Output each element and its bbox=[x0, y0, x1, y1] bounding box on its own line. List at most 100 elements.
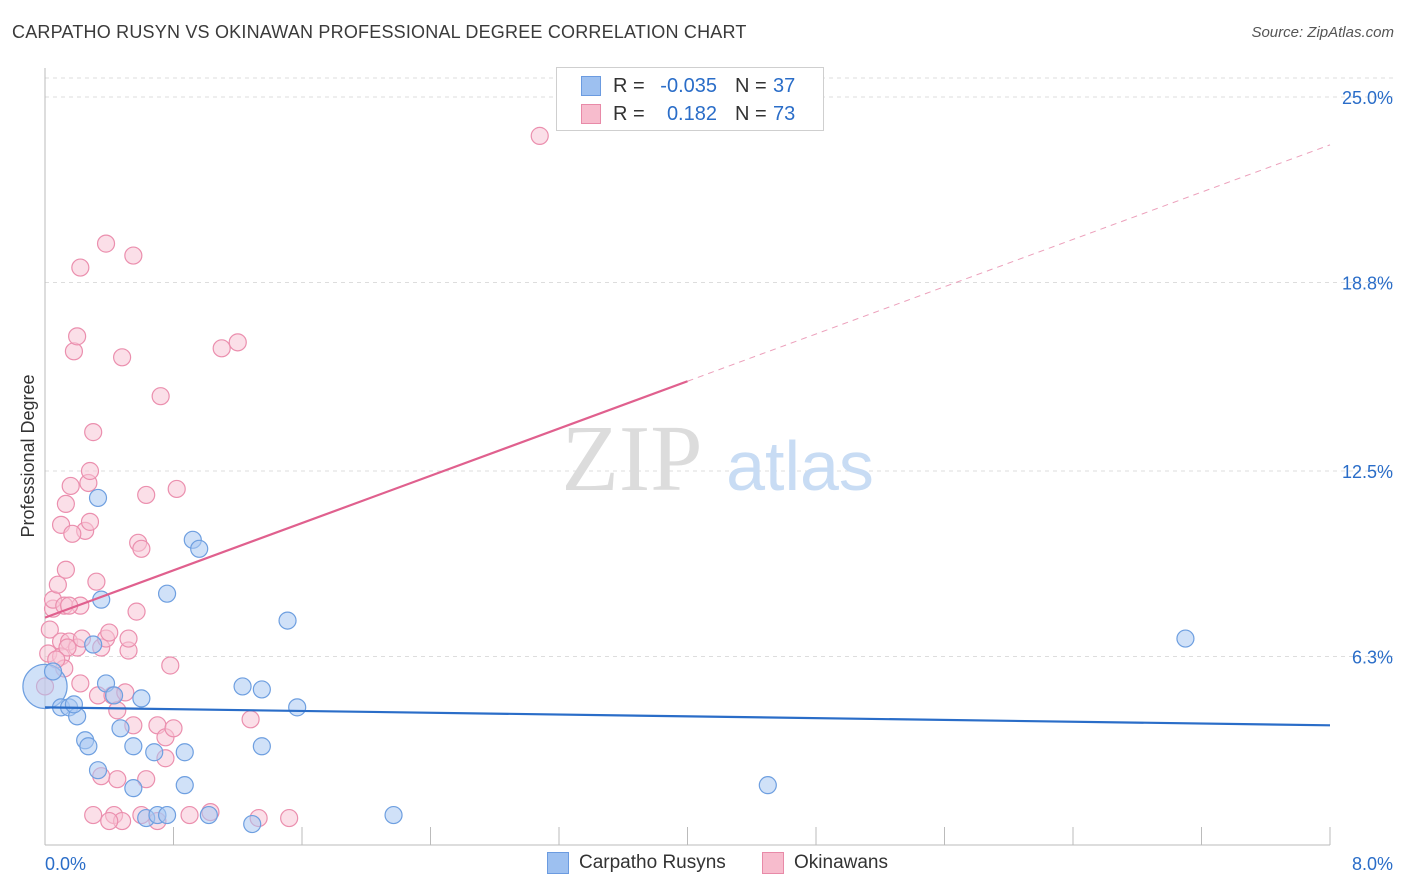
data-point-carpatho-rusyn bbox=[88, 488, 108, 508]
data-point-carpatho-rusyn bbox=[288, 698, 307, 717]
y-axis-label: Professional Degree bbox=[18, 374, 38, 537]
data-point-okinawan bbox=[137, 485, 156, 505]
data-point-carpatho-rusyn bbox=[79, 737, 98, 756]
data-point-okinawan bbox=[40, 620, 59, 639]
data-point-okinawan bbox=[100, 623, 119, 642]
data-point-okinawan bbox=[164, 719, 183, 738]
data-point-okinawan bbox=[132, 539, 151, 558]
chart-title: CARPATHO RUSYN VS OKINAWAN PROFESSIONAL … bbox=[12, 22, 747, 42]
data-point-okinawan bbox=[212, 339, 231, 358]
y-tick-label: 12.5% bbox=[1342, 462, 1393, 482]
n-label: N = bbox=[735, 74, 767, 97]
data-point-carpatho-rusyn bbox=[43, 662, 63, 681]
data-point-carpatho-rusyn bbox=[124, 737, 143, 756]
legend-swatch-pink bbox=[762, 852, 784, 874]
data-point-carpatho-rusyn bbox=[278, 611, 297, 630]
data-point-carpatho-rusyn bbox=[384, 805, 403, 825]
legend-label: Carpatho Rusyns bbox=[579, 852, 726, 873]
data-point-okinawan bbox=[58, 638, 77, 657]
data-point-okinawan bbox=[241, 710, 260, 729]
data-point-carpatho-rusyn bbox=[199, 805, 218, 825]
data-point-okinawan bbox=[63, 524, 82, 543]
data-point-okinawan bbox=[64, 342, 84, 361]
data-point-okinawan bbox=[127, 602, 146, 621]
watermark-zip: ZIP bbox=[562, 407, 703, 511]
series-legend: Carpatho Rusyns Okinawans bbox=[0, 852, 1406, 878]
data-point-carpatho-rusyn bbox=[124, 779, 143, 798]
data-point-carpatho-rusyn bbox=[252, 737, 271, 756]
data-point-carpatho-rusyn bbox=[175, 743, 194, 762]
watermark-atlas: atlas bbox=[726, 427, 874, 505]
y-tick-label: 6.3% bbox=[1352, 648, 1393, 668]
legend-item-carpatho-rusyns[interactable]: Carpatho Rusyns bbox=[547, 852, 726, 874]
data-point-okinawan bbox=[80, 512, 100, 531]
data-point-carpatho-rusyn bbox=[243, 814, 262, 834]
n-label: N = bbox=[735, 102, 767, 125]
data-point-okinawan bbox=[71, 674, 90, 693]
data-point-carpatho-rusyn bbox=[111, 719, 130, 738]
data-point-carpatho-rusyn bbox=[252, 680, 271, 699]
data-point-okinawan bbox=[87, 572, 106, 591]
x-tick-label-min: 0.0% bbox=[45, 854, 86, 874]
data-point-carpatho-rusyn bbox=[145, 743, 164, 762]
data-point-okinawan bbox=[80, 461, 100, 481]
axes bbox=[44, 68, 1331, 846]
data-point-okinawan bbox=[96, 234, 116, 253]
data-point-okinawan bbox=[108, 701, 127, 720]
data-point-okinawan bbox=[280, 808, 299, 828]
data-point-okinawan bbox=[100, 811, 119, 831]
r-label: R = bbox=[613, 102, 645, 125]
data-point-okinawan bbox=[124, 246, 143, 265]
data-point-okinawan bbox=[71, 258, 90, 277]
data-point-carpatho-rusyn bbox=[132, 689, 151, 708]
data-point-okinawan bbox=[84, 805, 103, 825]
trend-line-okinawans bbox=[44, 380, 688, 619]
data-point-carpatho-rusyn bbox=[84, 635, 103, 654]
x-tick-label-max: 8.0% bbox=[1352, 854, 1393, 874]
data-point-okinawan bbox=[56, 494, 75, 514]
data-point-okinawan bbox=[228, 333, 247, 352]
data-point-okinawan bbox=[48, 575, 67, 594]
data-point-okinawan bbox=[530, 126, 549, 145]
watermark: ZIP atlas bbox=[562, 407, 874, 511]
data-point-okinawan bbox=[151, 387, 170, 406]
grid-lines bbox=[45, 77, 1393, 658]
data-point-okinawan bbox=[119, 629, 138, 648]
data-point-okinawan bbox=[112, 348, 132, 367]
trend-line-okinawans-extension bbox=[687, 144, 1331, 382]
n-value: 73 bbox=[773, 102, 796, 125]
legend-item-okinawans[interactable]: Okinawans bbox=[762, 852, 888, 874]
data-point-carpatho-rusyn bbox=[64, 695, 84, 714]
data-point-carpatho-rusyn bbox=[88, 761, 108, 780]
stats-legend: R = -0.035 N = 37 R = 0.182 N = 73 bbox=[556, 67, 824, 131]
data-point-okinawan bbox=[137, 770, 156, 789]
data-point-okinawan bbox=[84, 423, 103, 442]
legend-swatch-pink bbox=[581, 104, 601, 124]
r-value: -0.035 bbox=[660, 74, 717, 97]
data-point-okinawan bbox=[161, 656, 180, 675]
r-label: R = bbox=[613, 74, 645, 97]
data-point-okinawan bbox=[108, 770, 127, 789]
legend-swatch-blue bbox=[547, 852, 569, 874]
data-point-carpatho-rusyn bbox=[233, 677, 252, 696]
trend-line-carpatho-rusyns bbox=[44, 706, 1331, 727]
legend-row-carpatho: R = -0.035 N = 37 bbox=[581, 73, 795, 99]
r-value: 0.182 bbox=[666, 102, 717, 125]
legend-swatch-blue bbox=[581, 76, 601, 96]
data-point-carpatho-rusyn bbox=[190, 539, 209, 558]
y-tick-label: 18.8% bbox=[1342, 274, 1393, 294]
data-point-carpatho-rusyn bbox=[157, 584, 177, 603]
data-point-okinawan bbox=[167, 479, 186, 499]
data-point-carpatho-rusyn bbox=[104, 686, 124, 705]
legend-row-okinawan: R = 0.182 N = 73 bbox=[581, 101, 795, 127]
data-point-carpatho-rusyn bbox=[157, 805, 177, 825]
data-point-okinawan bbox=[61, 476, 80, 496]
source-label: Source: ZipAtlas.com bbox=[1251, 24, 1394, 41]
data-point-carpatho-rusyn bbox=[758, 776, 777, 795]
data-point-okinawan bbox=[56, 560, 75, 579]
data-point-carpatho-rusyn bbox=[175, 776, 194, 795]
data-point-okinawan bbox=[68, 327, 87, 346]
data-point-okinawan bbox=[180, 805, 199, 825]
data-point-carpatho-rusyn bbox=[1176, 629, 1195, 648]
y-tick-label: 25.0% bbox=[1342, 88, 1393, 108]
